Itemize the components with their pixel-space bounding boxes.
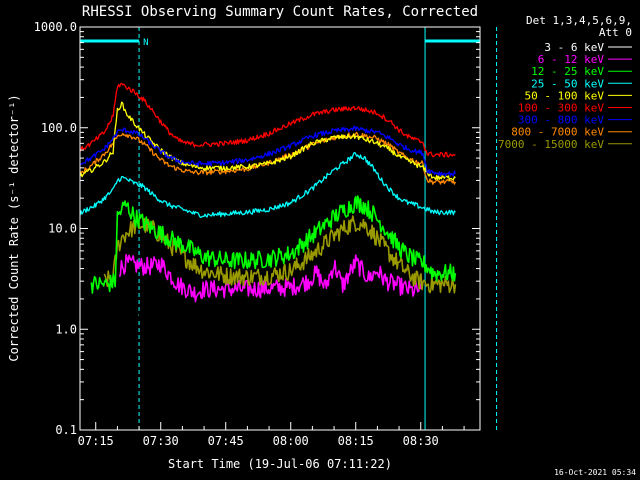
legend-entry-label-4: 25 - 50 keV <box>531 77 604 90</box>
y-tick-label-1: 0.1 <box>55 423 77 437</box>
x-tick-label-6: 08:30 <box>403 434 439 448</box>
series-line-4 <box>79 151 456 218</box>
series-line-6 <box>79 82 456 158</box>
y-tick-label-2: 1.0 <box>55 322 77 336</box>
chart-title: RHESSI Observing Summary Count Rates, Co… <box>82 4 478 20</box>
series-line-3 <box>90 195 457 294</box>
legend-entry-label-1: 3 - 6 keV <box>544 41 604 54</box>
orbit-bars: N <box>80 38 480 48</box>
legend-header-line-1: Det 1,3,4,5,6,9, <box>526 14 632 27</box>
x-tick-label-3: 07:45 <box>208 434 244 448</box>
x-axis-label: Start Time (19-Jul-06 07:11:22) <box>168 457 392 471</box>
legend-entry-label-9: 7000 - 15000 keV <box>498 138 604 151</box>
generation-timestamp: 16-Oct-2021 05:34 <box>554 468 636 477</box>
y-tick-label-5: 1000.0 <box>34 20 77 34</box>
orbit-bar-label-1: N <box>143 38 148 48</box>
x-tick-label-4: 08:00 <box>273 434 309 448</box>
y-tick-label-4: 100.0 <box>41 121 77 135</box>
legend-entry-label-7: 300 - 800 keV <box>518 114 604 127</box>
axes: 07:15 07:30 07:45 08:00 08:15 08:30 0.1 1.0 10.0… <box>34 20 480 448</box>
legend-entry-label-6: 100 - 300 keV <box>518 102 604 115</box>
x-tick-label-1: 07:15 <box>78 434 114 448</box>
legend-entry-label-3: 12 - 25 keV <box>531 65 604 78</box>
x-tick-label-5: 08:15 <box>338 434 374 448</box>
y-axis-label: Corrected Count Rate (s⁻¹ detector⁻¹) <box>7 94 21 361</box>
x-tick-label-2: 07:30 <box>143 434 179 448</box>
legend-entry-label-2: 6 - 12 keV <box>538 53 605 66</box>
legend-entry-label-5: 50 - 100 keV <box>525 89 605 102</box>
series-line-8 <box>79 131 456 185</box>
legend-header-line-2: Att 0 <box>599 26 632 39</box>
series-line-5 <box>79 101 456 181</box>
series-line-7 <box>79 125 456 177</box>
series-layer <box>79 82 457 340</box>
series-line-2 <box>118 253 422 303</box>
legend-entry-label-8: 800 - 7000 keV <box>511 126 604 139</box>
y-tick-label-3: 10.0 <box>48 222 77 236</box>
series-line-1 <box>114 294 422 340</box>
